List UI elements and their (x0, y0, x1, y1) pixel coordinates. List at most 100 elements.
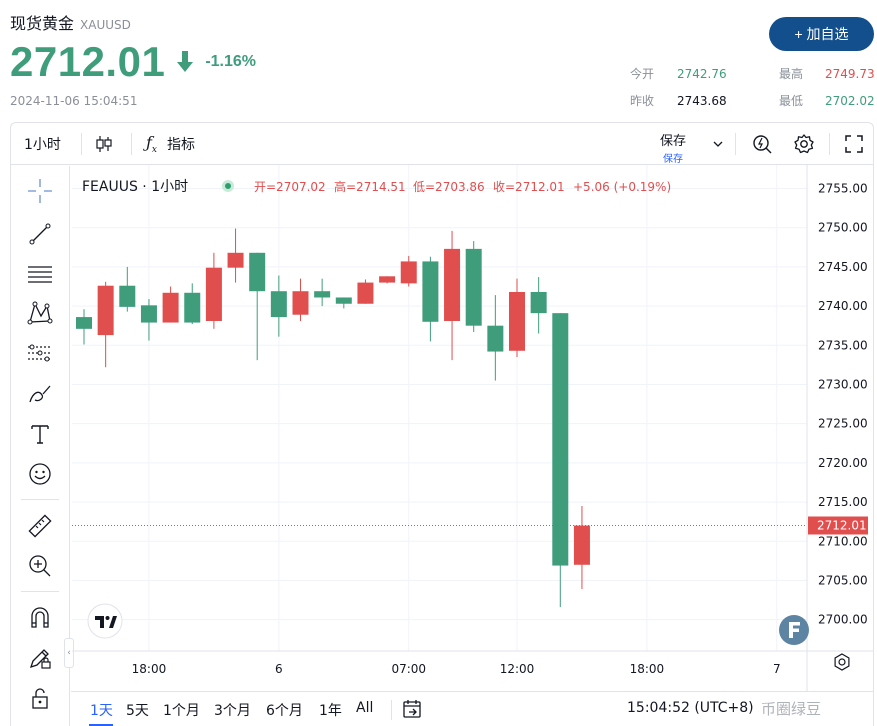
range-6m[interactable]: 6个月 (266, 703, 303, 719)
save-button[interactable]: 保存 保存 (653, 130, 693, 165)
text-icon[interactable] (25, 419, 55, 449)
zoom-icon[interactable] (25, 551, 55, 581)
open-value: 2742.76 (677, 67, 727, 81)
stats-labels-col2: 最高 最低 (779, 66, 803, 120)
trend-line-icon[interactable] (25, 219, 55, 249)
y-tick-label: 2740.00 (818, 299, 868, 313)
add-watchlist-button[interactable]: + 加自选 (769, 17, 874, 51)
candle (76, 309, 92, 345)
candle-body (205, 267, 222, 321)
candle (205, 252, 222, 329)
chart-grid (72, 165, 807, 651)
chevron-down-icon[interactable] (713, 123, 723, 165)
legend-low: 低=2703.86 (413, 180, 485, 194)
x-tick-label: 07:00 (391, 662, 426, 676)
forecast-icon[interactable] (25, 338, 55, 368)
candle (444, 230, 461, 361)
chart-toolbar: 1小时 ƒx 指标 保存 保存 (11, 123, 873, 165)
brush-icon[interactable] (25, 379, 55, 409)
stats-values-col2: 2749.73 2702.02 (825, 66, 875, 120)
arrow-down-icon (177, 51, 194, 73)
utc-clock[interactable]: 15:04:52 (UTC+8) (627, 700, 754, 716)
collapse-toolbar-button[interactable]: ‹ (64, 638, 74, 668)
candle (97, 281, 114, 368)
pattern-icon[interactable] (25, 298, 55, 328)
drawing-toolbar (11, 166, 70, 726)
ruler-icon[interactable] (25, 511, 55, 541)
legend-change: +5.06 (+0.19%) (573, 180, 671, 194)
toolbar-divider (131, 133, 132, 155)
candle-body (509, 291, 525, 351)
candle (509, 278, 525, 358)
price-row: 2712.01 -1.16% (10, 38, 256, 86)
range-1m[interactable]: 1个月 (163, 703, 200, 719)
replay-icon[interactable] (401, 698, 423, 724)
candle-body (465, 248, 482, 326)
candle-body (270, 291, 287, 318)
indicators-button[interactable]: ƒx 指标 (146, 123, 195, 165)
quote-title: 现货黄金 XAUUSD (10, 10, 131, 34)
candle (357, 279, 374, 304)
instrument-name: 现货黄金 (10, 14, 75, 33)
instrument-symbol: XAUUSD (80, 18, 131, 32)
range-1y[interactable]: 1年 (319, 703, 342, 719)
y-tick-label: 2730.00 (818, 377, 868, 391)
fx-icon: ƒx (146, 132, 157, 156)
toolbar-divider (735, 133, 736, 155)
range-5d[interactable]: 5天 (126, 703, 149, 719)
range-3m[interactable]: 3个月 (214, 703, 251, 719)
y-tick-label: 2705.00 (818, 573, 868, 587)
x-tick-label: 6 (275, 662, 283, 676)
candle (314, 278, 331, 307)
stats-values-col1: 2742.76 2743.68 (677, 66, 727, 120)
chart-widget: 1小时 ƒx 指标 保存 保存 (10, 122, 874, 726)
low-value: 2702.02 (825, 94, 875, 108)
candle (140, 299, 157, 341)
y-tick-label: 2715.00 (818, 495, 868, 509)
stats-labels-col1: 今开 昨收 (630, 66, 654, 120)
fib-icon[interactable] (25, 259, 55, 289)
high-label: 最高 (779, 67, 804, 81)
alert-icon[interactable] (751, 123, 773, 165)
candle (422, 256, 439, 342)
candles-icon[interactable] (95, 123, 113, 165)
y-tick-label: 2720.00 (818, 456, 868, 470)
range-all[interactable]: All (356, 700, 374, 716)
low-label: 最低 (779, 94, 804, 108)
candle (465, 241, 482, 332)
y-tick-label: 2725.00 (818, 417, 868, 431)
candle (119, 266, 136, 312)
candle-body (162, 292, 179, 323)
candle (400, 255, 417, 287)
fullscreen-icon[interactable] (844, 123, 864, 165)
candle-body (227, 252, 244, 268)
tv-logo-icon (87, 603, 123, 639)
gear-icon[interactable] (793, 123, 815, 165)
lock-icon[interactable] (25, 683, 55, 713)
candle (487, 295, 504, 381)
range-divider (391, 700, 392, 720)
quote-timestamp: 2024-11-06 15:04:51 (10, 94, 138, 108)
lock-draw-icon[interactable] (25, 643, 55, 673)
emoji-icon[interactable] (25, 459, 55, 489)
candlestick-chart[interactable]: 2712.01 2700.00 2705.00 2710.00 2715.00 2720… (11, 165, 874, 691)
tools-divider (21, 591, 59, 592)
crosshair-icon[interactable] (25, 176, 55, 206)
candle-body (552, 313, 569, 566)
y-tick-label: 2755.00 (818, 182, 868, 196)
toolbar-divider (81, 133, 82, 155)
open-label: 今开 (630, 67, 655, 81)
range-1d[interactable]: 1天 (90, 703, 113, 719)
interval-button[interactable]: 1小时 (24, 137, 61, 153)
candle-body (573, 525, 590, 565)
candle-body (184, 292, 201, 323)
x-tick-label: 18:00 (132, 662, 167, 676)
last-price-line-layer: 2712.01 (72, 516, 868, 535)
candle (573, 505, 590, 590)
candle-body (400, 261, 417, 284)
legend-close: 收=2712.01 (493, 180, 565, 194)
legend-high: 高=2714.51 (334, 179, 406, 194)
magnet-icon[interactable] (25, 603, 55, 633)
prev-close-value: 2743.68 (677, 94, 727, 108)
candle (270, 275, 287, 337)
